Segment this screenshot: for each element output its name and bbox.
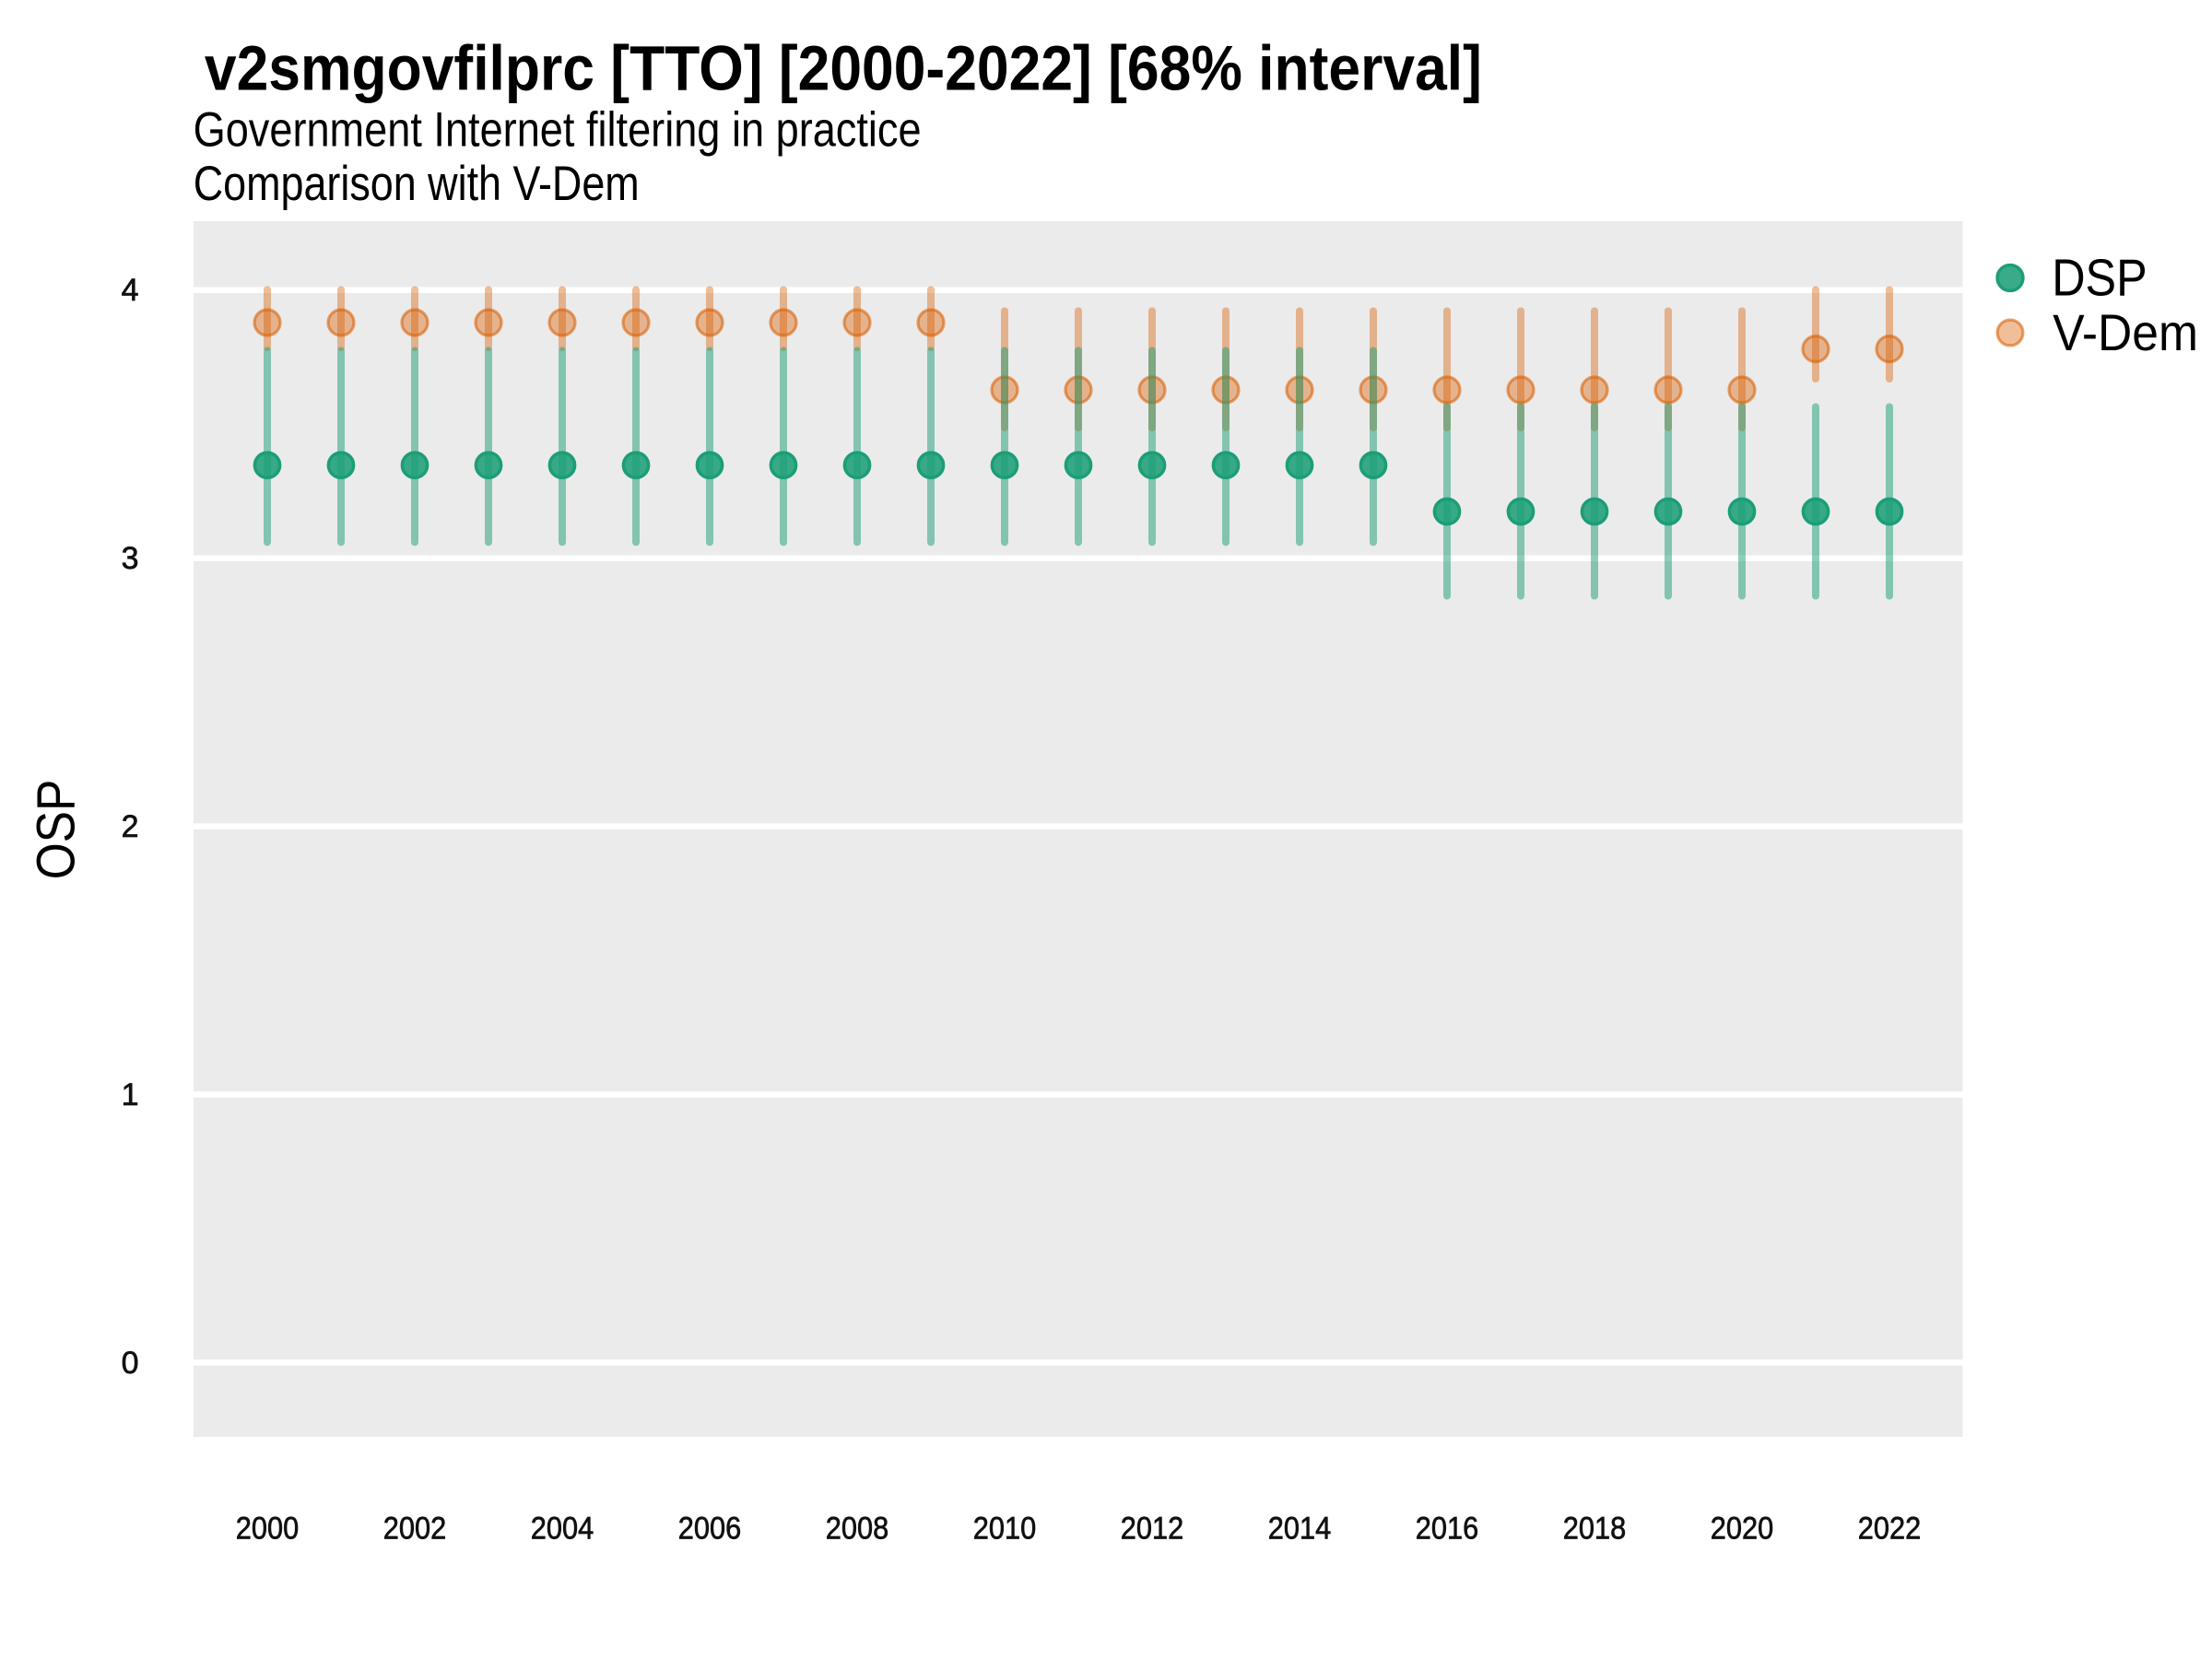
svg-text:2006: 2006 (678, 1511, 741, 1546)
svg-text:0: 0 (122, 1346, 139, 1381)
svg-text:2018: 2018 (1563, 1511, 1626, 1546)
svg-text:v2smgovfilprc [TTO] [2000-2022: v2smgovfilprc [TTO] [2000-2022] [68% int… (205, 33, 1482, 104)
svg-text:2: 2 (122, 809, 139, 844)
svg-text:2020: 2020 (1711, 1511, 1773, 1546)
svg-text:1: 1 (122, 1077, 139, 1112)
svg-text:2008: 2008 (826, 1511, 888, 1546)
svg-text:2014: 2014 (1268, 1511, 1331, 1546)
svg-text:2010: 2010 (973, 1511, 1036, 1546)
svg-text:DSP: DSP (2052, 250, 2147, 308)
svg-text:V-Dem: V-Dem (2053, 304, 2198, 361)
svg-text:Comparison with V-Dem: Comparison with V-Dem (194, 157, 640, 211)
svg-text:2004: 2004 (531, 1511, 594, 1546)
svg-text:2002: 2002 (383, 1511, 446, 1546)
svg-text:2016: 2016 (1416, 1511, 1478, 1546)
svg-text:Government Internet filtering: Government Internet filtering in practic… (194, 102, 922, 157)
svg-text:3: 3 (122, 541, 139, 576)
svg-text:2022: 2022 (1858, 1511, 1921, 1546)
svg-text:OSP: OSP (27, 780, 87, 880)
svg-text:2012: 2012 (1121, 1511, 1183, 1546)
svg-text:4: 4 (122, 273, 139, 308)
svg-text:2000: 2000 (236, 1511, 299, 1546)
